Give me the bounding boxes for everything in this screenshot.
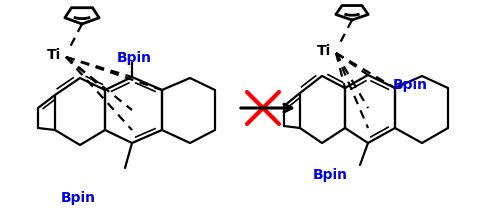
Text: Bpin: Bpin	[393, 78, 428, 92]
Text: Ti: Ti	[317, 44, 331, 58]
Text: Bpin: Bpin	[60, 191, 96, 205]
Text: Bpin: Bpin	[117, 51, 152, 65]
Text: Ti: Ti	[47, 48, 61, 62]
Text: Bpin: Bpin	[312, 168, 348, 182]
